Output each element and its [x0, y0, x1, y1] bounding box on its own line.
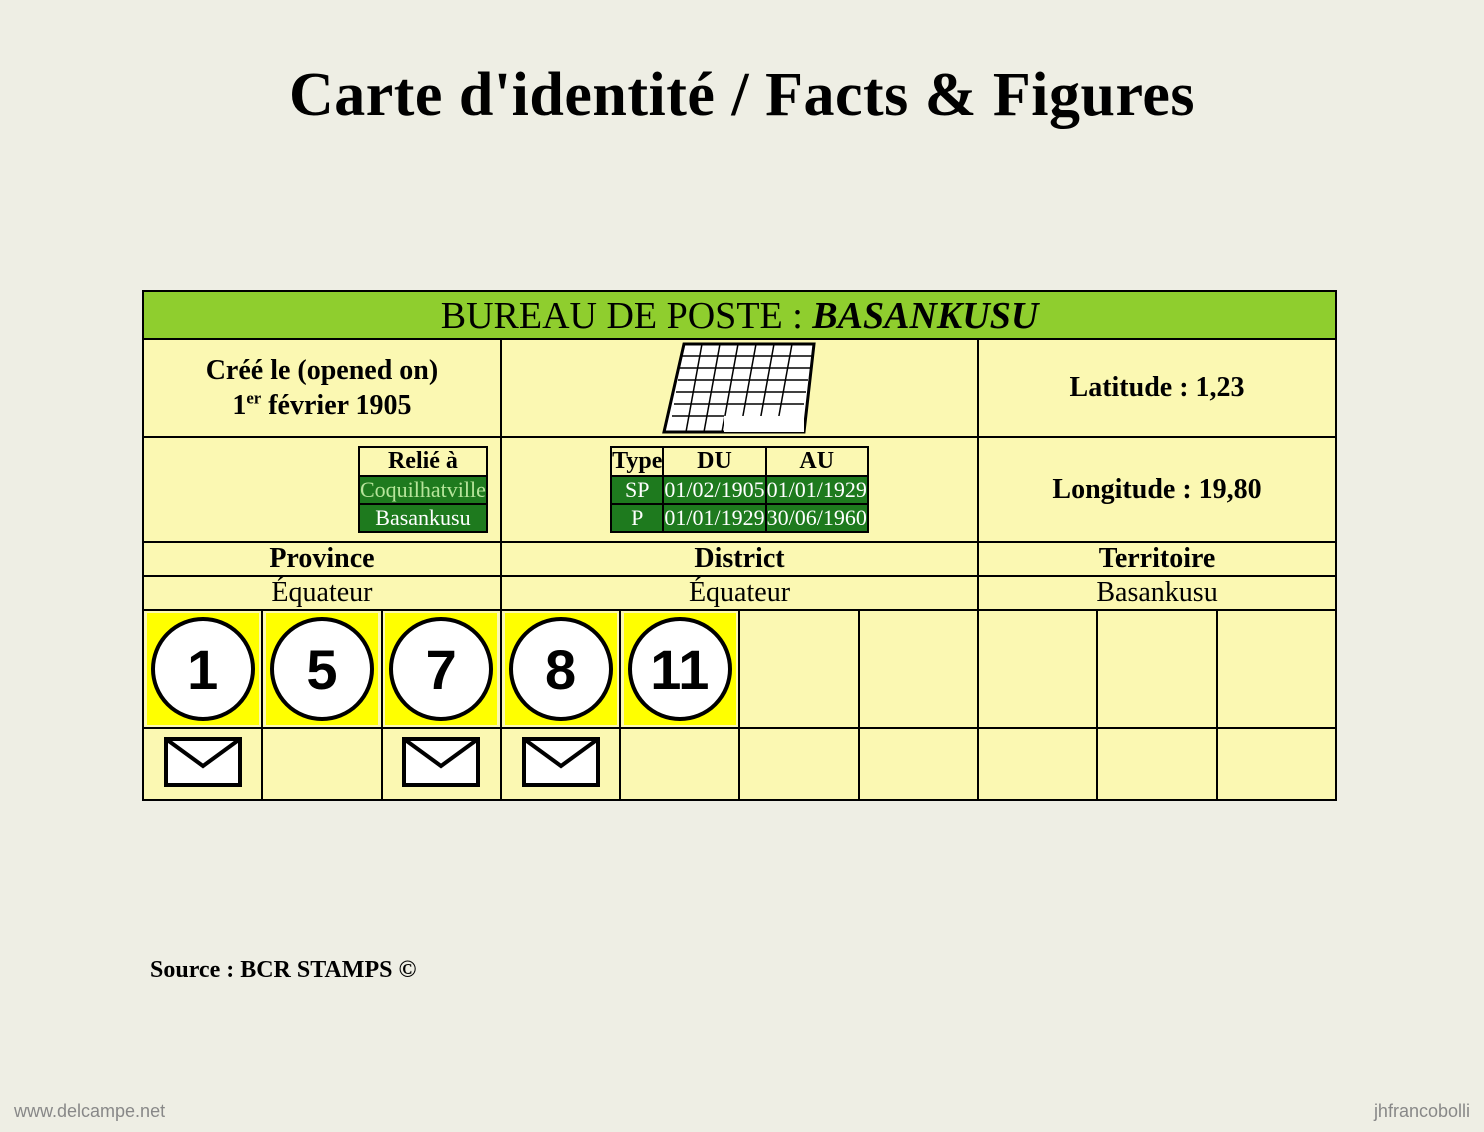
header-prefix: BUREAU DE POSTE : [441, 295, 813, 337]
circle-cell-4: 11 [620, 610, 739, 728]
circle-cell-8 [1097, 610, 1216, 728]
env-cell-1 [262, 728, 381, 800]
periods-h-au: AU [766, 447, 868, 476]
source-footer: Source : BCR STAMPS © [150, 957, 416, 984]
periods-0-type: SP [611, 476, 663, 504]
circle-number: 8 [509, 617, 613, 721]
created-label: Créé le (opened on) [206, 355, 439, 386]
label-district: District [501, 542, 978, 576]
env-cell-6 [859, 728, 978, 800]
latitude-label: Latitude : [1070, 372, 1196, 403]
relie-table: Relié à Coquilhatville Basankusu [358, 446, 488, 533]
value-province: Équateur [143, 576, 501, 610]
created-rest: février 1905 [261, 390, 411, 421]
envelope-icon [521, 736, 601, 788]
circle-number: 1 [151, 617, 255, 721]
watermark-left: www.delcampe.net [14, 1101, 165, 1122]
label-territoire: Territoire [978, 542, 1336, 576]
circle-cell-3: 8 [501, 610, 620, 728]
periods-1-du: 01/01/1929 [663, 504, 765, 532]
circles-row: 1 5 7 8 11 [143, 610, 1336, 728]
created-cell: Créé le (opened on) 1er février 1905 [143, 339, 501, 437]
envelopes-row [143, 728, 1336, 800]
watermark-right: jhfrancobolli [1374, 1101, 1470, 1122]
created-ordinal: 1 [232, 390, 246, 421]
created-suffix: er [246, 389, 261, 408]
header-name: BASANKUSU [812, 295, 1038, 337]
calendar-cell [501, 339, 978, 437]
longitude-value: 19,80 [1199, 474, 1262, 505]
longitude-label: Longitude : [1052, 474, 1198, 505]
identity-card: BUREAU DE POSTE : BASANKUSU Créé le (ope… [142, 290, 1337, 801]
calendar-icon [654, 340, 824, 436]
circle-badge: 1 [147, 613, 259, 725]
env-cell-0 [143, 728, 262, 800]
circle-cell-1: 5 [262, 610, 381, 728]
periods-0-du: 01/02/1905 [663, 476, 765, 504]
periods-table: Type DU AU SP 01/02/1905 01/01/1929 P 01… [610, 446, 869, 533]
longitude-cell: Longitude : 19,80 [978, 437, 1336, 542]
periods-0-au: 01/01/1929 [766, 476, 868, 504]
latitude-cell: Latitude : 1,23 [978, 339, 1336, 437]
periods-1-type: P [611, 504, 663, 532]
envelope-icon [401, 736, 481, 788]
value-territoire: Basankusu [978, 576, 1336, 610]
periods-h-du: DU [663, 447, 765, 476]
circle-number: 11 [628, 617, 732, 721]
env-cell-7 [978, 728, 1097, 800]
circle-badge: 8 [505, 613, 617, 725]
relie-cell: Relié à Coquilhatville Basankusu [143, 437, 501, 542]
circle-cell-7 [978, 610, 1097, 728]
label-province: Province [143, 542, 501, 576]
circle-cell-9 [1217, 610, 1336, 728]
latitude-value: 1,23 [1196, 372, 1245, 403]
card-header: BUREAU DE POSTE : BASANKUSU [142, 290, 1337, 338]
circle-number: 5 [270, 617, 374, 721]
env-cell-5 [739, 728, 858, 800]
env-cell-8 [1097, 728, 1216, 800]
value-district: Équateur [501, 576, 978, 610]
env-cell-3 [501, 728, 620, 800]
env-cell-9 [1217, 728, 1336, 800]
circle-cell-6 [859, 610, 978, 728]
circle-cell-0: 1 [143, 610, 262, 728]
env-cell-2 [382, 728, 501, 800]
circle-cell-2: 7 [382, 610, 501, 728]
relie-row-1: Basankusu [359, 504, 487, 532]
env-cell-4 [620, 728, 739, 800]
periods-1-au: 30/06/1960 [766, 504, 868, 532]
circle-number: 7 [389, 617, 493, 721]
circle-badge: 7 [385, 613, 497, 725]
envelope-icon [163, 736, 243, 788]
periods-cell: Type DU AU SP 01/02/1905 01/01/1929 P 01… [501, 437, 978, 542]
page-title: Carte d'identité / Facts & Figures [0, 0, 1484, 131]
circle-badge: 11 [624, 613, 736, 725]
relie-row-0: Coquilhatville [359, 476, 487, 504]
main-table: Créé le (opened on) 1er février 1905 [142, 338, 1337, 801]
circle-badge: 5 [266, 613, 378, 725]
relie-header: Relié à [359, 447, 487, 476]
circle-cell-5 [739, 610, 858, 728]
periods-h-type: Type [611, 447, 663, 476]
